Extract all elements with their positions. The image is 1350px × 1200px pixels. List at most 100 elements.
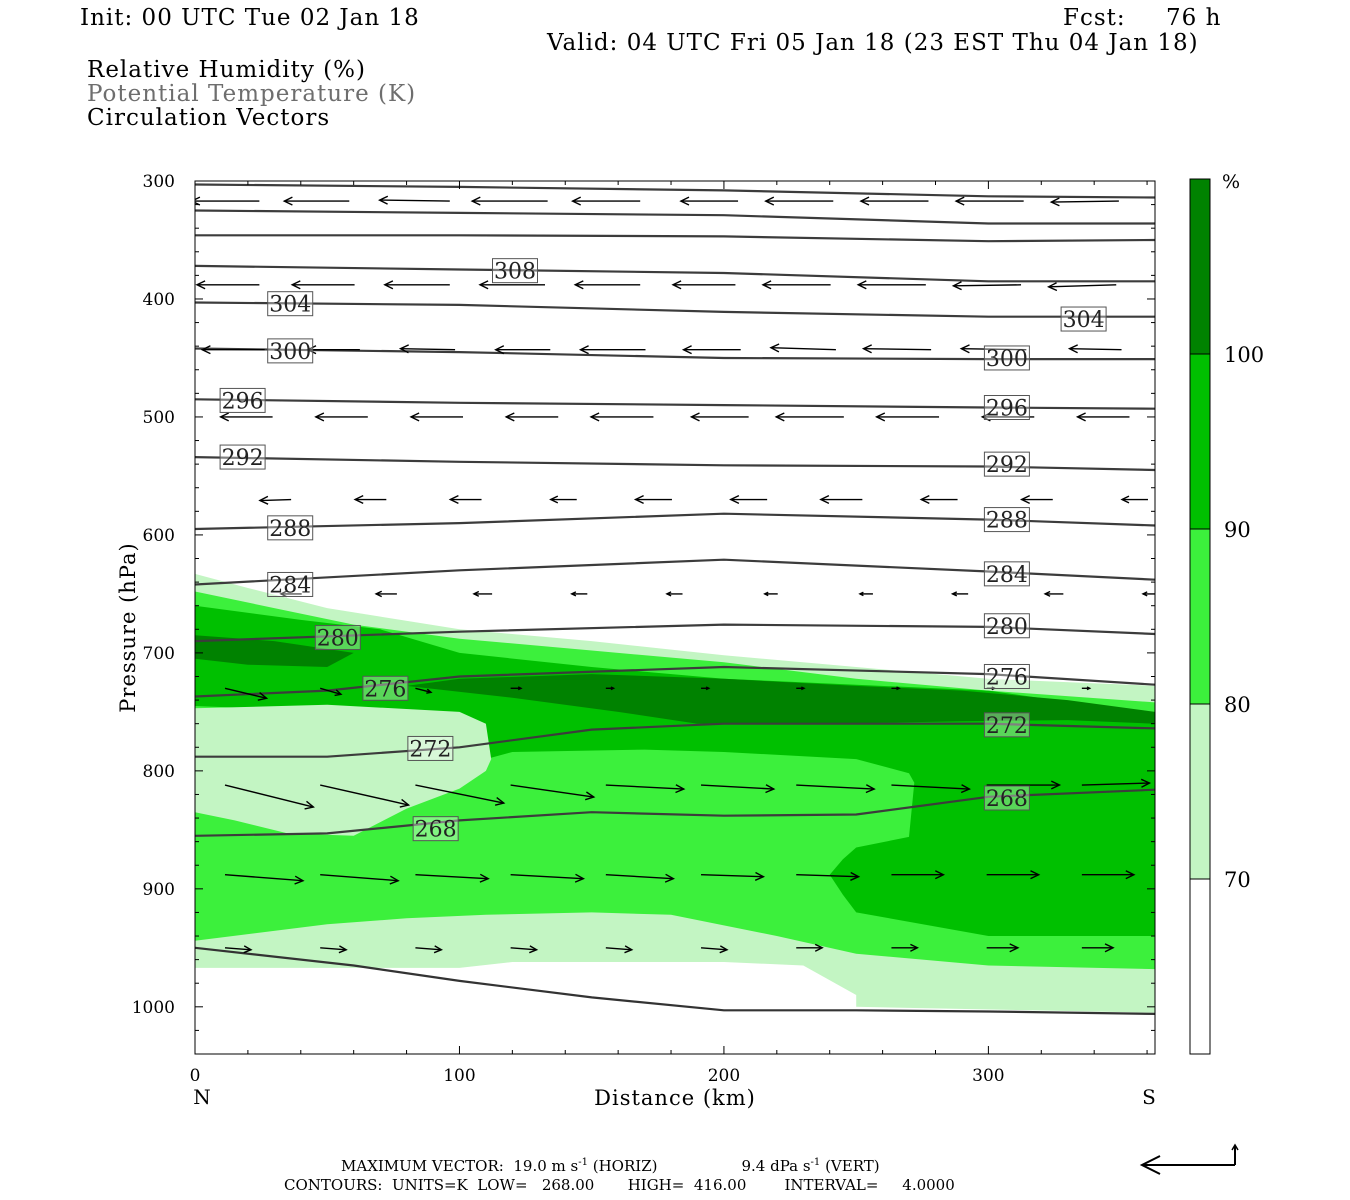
circulation-vector xyxy=(571,196,641,206)
circulation-vector xyxy=(681,345,741,355)
circulation-vector xyxy=(282,196,350,206)
vector-head xyxy=(1050,780,1062,790)
vector-head xyxy=(865,784,876,794)
y-tick-label: 300 xyxy=(143,172,175,192)
theta-contour-308 xyxy=(195,264,1155,283)
circulation-vector xyxy=(1049,197,1119,207)
contour-label-box xyxy=(983,613,1030,639)
legend-vectors: Circulation Vectors xyxy=(87,105,331,131)
vector-head xyxy=(409,412,420,422)
vector-head xyxy=(571,196,582,206)
circulation-vector xyxy=(796,943,824,952)
vector-shaft xyxy=(701,873,764,878)
contour-label-box xyxy=(267,338,314,364)
colorbar-frame xyxy=(1189,178,1211,1055)
circulation-vector xyxy=(856,280,926,290)
legend-rh: Relative Humidity (%) xyxy=(87,57,366,83)
vector-head xyxy=(257,692,269,701)
vector-shaft xyxy=(320,784,409,806)
circulation-vector xyxy=(858,591,873,597)
circulation-vector xyxy=(919,494,958,505)
vector-shaft xyxy=(770,347,836,351)
vector-head xyxy=(874,412,886,422)
colorbar-segment xyxy=(1190,354,1210,529)
circulation-vector xyxy=(605,686,616,691)
contour-label-296: 296 xyxy=(986,397,1028,422)
circulation-vector xyxy=(763,591,778,597)
vector-head xyxy=(1182,687,1185,690)
circulation-vector xyxy=(195,196,260,206)
contour-label-box xyxy=(267,291,314,317)
contour-label-276: 276 xyxy=(986,665,1028,690)
vector-head xyxy=(570,591,577,597)
theta-contour-300 xyxy=(195,347,1155,361)
circulation-vector xyxy=(258,495,292,505)
theta-contour xyxy=(195,946,1155,1015)
vector-head xyxy=(195,196,201,206)
vector-head xyxy=(353,494,364,505)
vector-head xyxy=(705,686,711,691)
rh-region-70 xyxy=(195,704,492,836)
vector-head xyxy=(754,871,766,881)
circulation-vector xyxy=(796,784,876,794)
vector-head xyxy=(850,871,861,881)
circulation-vector xyxy=(605,873,676,883)
vector-head xyxy=(624,945,634,954)
vector-head xyxy=(574,873,586,883)
circulation-vector xyxy=(1081,943,1115,953)
vector-head xyxy=(426,688,433,694)
y-tick-label: 700 xyxy=(143,644,175,664)
colorbar-segment xyxy=(1190,529,1210,704)
vector-head xyxy=(479,873,490,883)
circulation-vector xyxy=(679,196,739,206)
contour-label-304: 304 xyxy=(1063,308,1105,333)
vector-head xyxy=(761,280,772,290)
contour-label-box xyxy=(983,785,1030,811)
vector-shaft xyxy=(224,873,304,882)
vector-head xyxy=(399,798,411,808)
vector-shaft xyxy=(1048,284,1117,288)
circulation-vector xyxy=(1075,412,1130,422)
circulation-vector xyxy=(470,196,548,206)
circulation-vector xyxy=(383,280,450,290)
vector-head xyxy=(951,281,962,291)
vector-shaft xyxy=(1069,348,1122,351)
colorbar-label-70: 70 xyxy=(1224,868,1251,892)
circulation-vector xyxy=(1019,494,1053,505)
vector-head xyxy=(589,412,600,422)
vector-shaft xyxy=(961,348,1027,351)
circulation-vector xyxy=(605,784,686,794)
circulation-vector xyxy=(1177,687,1185,690)
vector-head xyxy=(294,875,305,885)
circulation-vector xyxy=(891,784,971,794)
circulation-vector xyxy=(796,871,861,881)
vector-shaft xyxy=(796,873,859,878)
contour-label-268: 268 xyxy=(986,787,1028,812)
vector-head xyxy=(910,943,920,952)
vector-shaft xyxy=(320,947,347,951)
vector-head xyxy=(856,280,867,290)
vector-head xyxy=(671,280,682,290)
circulation-vector xyxy=(415,784,506,806)
circulation-vector xyxy=(1067,344,1122,354)
colorbar-unit: % xyxy=(1222,171,1240,193)
vector-head xyxy=(719,945,729,954)
circulation-vector xyxy=(861,344,932,354)
contour-label-box xyxy=(407,735,454,761)
vector-head xyxy=(470,196,481,206)
vector-head xyxy=(934,870,946,880)
theta-contour-268 xyxy=(195,788,1155,837)
legend-theta: Potential Temperature (K) xyxy=(87,81,417,107)
contour-label-box xyxy=(314,625,361,651)
circulation-vector xyxy=(290,280,355,290)
circulation-vector xyxy=(1081,686,1092,691)
contour-label-288: 288 xyxy=(986,509,1028,534)
circulation-vector xyxy=(701,871,766,881)
contour-label-box xyxy=(267,515,314,541)
vector-head xyxy=(861,344,872,354)
vector-shaft xyxy=(259,498,292,502)
vector-head xyxy=(504,412,515,422)
vector-head xyxy=(383,280,394,290)
plot-frame xyxy=(194,180,1156,1055)
